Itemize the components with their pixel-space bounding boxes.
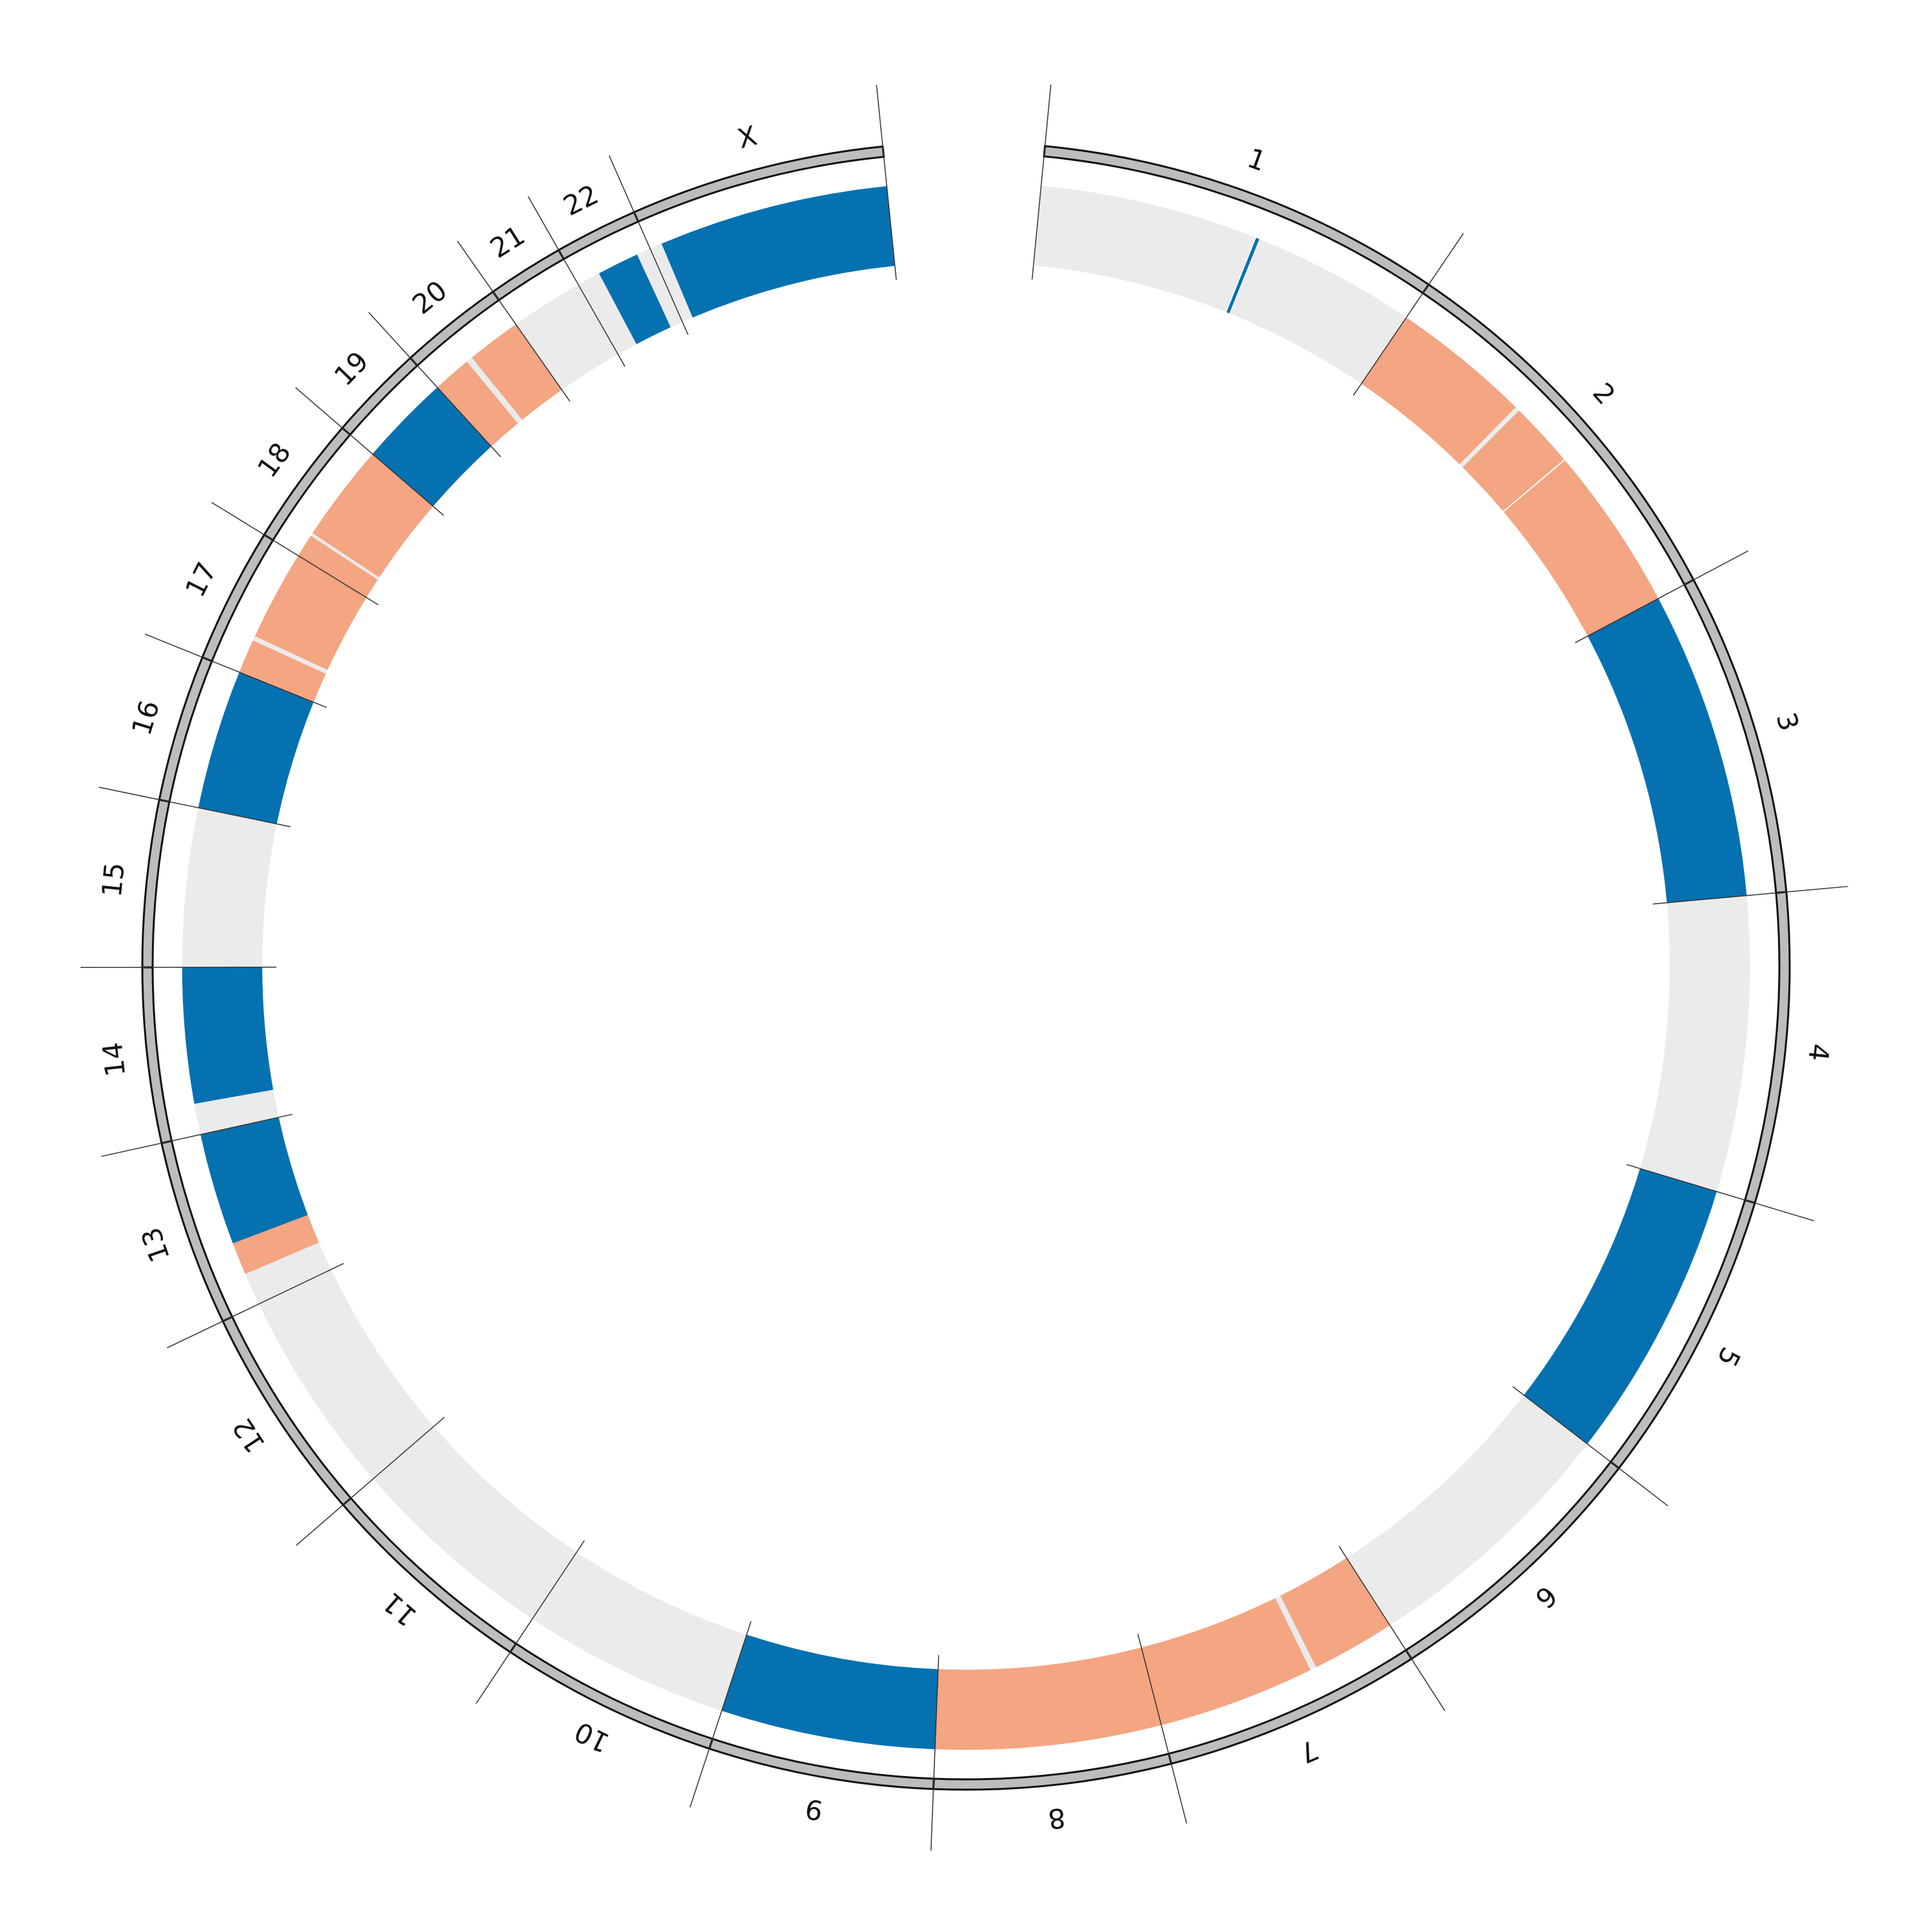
- chromosome-tick: [1512, 1386, 1669, 1506]
- cn-segment: [661, 185, 895, 318]
- chromosome-tick: [689, 1621, 752, 1808]
- chromosome-tick: [144, 633, 327, 708]
- chromosome-tick: [930, 1655, 940, 1851]
- chromosome-label: 20: [406, 274, 453, 321]
- chromosome-tick: [80, 967, 277, 969]
- chromosome-tick: [296, 1417, 445, 1546]
- chromosome-label: 14: [97, 1041, 132, 1078]
- chromosome-label: 16: [126, 697, 166, 739]
- cn-segment: [182, 807, 277, 968]
- cn-segment: [1462, 410, 1564, 511]
- cn-segment: [258, 1269, 434, 1479]
- chromosome-tick: [457, 240, 571, 402]
- chromosome-tick: [1031, 84, 1052, 280]
- chromosome-tick: [1626, 1164, 1815, 1222]
- cn-segment: [182, 967, 274, 1104]
- chromosome-tick: [876, 84, 897, 280]
- chromosome-label: 9: [802, 1792, 825, 1826]
- chromosome-label: 21: [484, 220, 530, 265]
- cn-segment: [532, 1552, 747, 1711]
- chromosome-label: 7: [1294, 1734, 1323, 1770]
- chromosome-tick: [1653, 886, 1848, 905]
- chromosome-label: 13: [135, 1224, 176, 1266]
- chromosome-band: [141, 966, 173, 1144]
- chromosome-label: 11: [376, 1586, 422, 1633]
- cn-segment: [1523, 1168, 1717, 1444]
- chromosome-tick: [101, 1113, 293, 1157]
- chromosome-band: [1743, 891, 1791, 1204]
- chromosome-tick: [1352, 232, 1464, 396]
- chromosome-tick: [295, 387, 444, 516]
- chromosome-label: 2: [1587, 377, 1622, 411]
- chromosome-label: 19: [328, 345, 374, 392]
- chromosome-label: 15: [96, 861, 131, 898]
- chromosome-label: 17: [179, 557, 223, 602]
- chromosome-tick: [167, 1263, 345, 1349]
- chromosome-label: 5: [1710, 1342, 1747, 1372]
- chromosome-tick: [527, 196, 626, 367]
- chromosome-label: 10: [569, 1716, 614, 1759]
- chromosome-tick: [609, 155, 689, 336]
- cn-segment: [1640, 895, 1750, 1192]
- chromosome-tick: [368, 312, 502, 457]
- cn-segment: [373, 1426, 577, 1620]
- chromosome-tick: [99, 786, 291, 828]
- chromosome-tick: [1575, 550, 1748, 643]
- chromosome-label: 6: [1529, 1580, 1563, 1615]
- chromosome-label: 3: [1770, 709, 1806, 735]
- chromosome-tick: [475, 1540, 585, 1704]
- chromosome-band: [932, 1752, 1173, 1791]
- chromosome-label: 22: [558, 178, 603, 222]
- chromosome-label: 12: [226, 1412, 271, 1459]
- chromosome-tick: [1338, 1546, 1446, 1711]
- chromosome-label: 1: [1244, 142, 1271, 177]
- chromosome-label: 8: [1046, 1802, 1067, 1835]
- chromosome-label: 18: [251, 437, 297, 483]
- cn-segment: [934, 1647, 1162, 1750]
- cn-segment: [1226, 238, 1260, 314]
- chromosome-tick: [1137, 1634, 1188, 1824]
- chromosome-label: 4: [1803, 1042, 1835, 1063]
- cn-segment: [1033, 185, 1255, 312]
- chromosome-band: [141, 798, 171, 969]
- chromosome-band: [158, 656, 214, 803]
- cn-segment: [721, 1634, 938, 1750]
- chromosome-tick: [211, 502, 379, 605]
- chromosome-label: X: [734, 120, 760, 155]
